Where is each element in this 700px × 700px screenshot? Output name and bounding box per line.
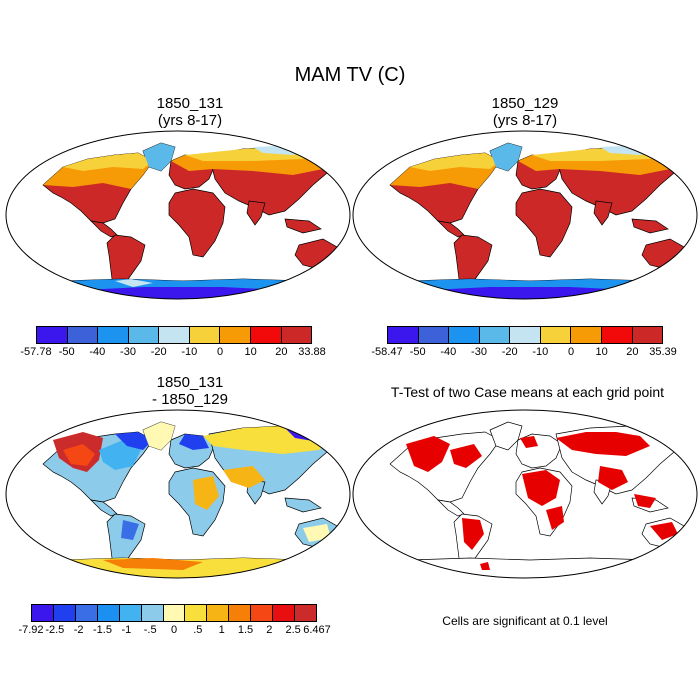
cb3-swatch [185,605,208,621]
cb1-tick-label: 10 [244,346,257,358]
cb1-tick-label: 20 [275,346,288,358]
cb3-tick-label: 6.467 [303,624,331,636]
cb2-tick-label: 35.39 [649,346,677,358]
map-panel-1 [5,130,351,300]
map-panel-3 [5,409,351,579]
cb2-tick-label: -40 [440,346,457,358]
cb3-swatch [141,605,164,621]
cb1-swatch [159,327,190,343]
panel-3-title-line2: - 1850_129 [152,391,228,408]
cb2-tick-label: -10 [532,346,549,358]
panel-title-2: 1850_129 (yrs 8-17) [360,95,690,129]
cb3-tick-label: .5 [193,624,203,636]
cb3-swatch [119,605,142,621]
cb2-tick-label: 0 [567,346,575,358]
cb2-swatch [571,327,602,343]
colorbar-1-labels: -57.78 -50 -40 -30 -20 -10 0 10 20 33.88 [20,346,325,360]
panel-2-title-line1: 1850_129 [491,95,559,112]
cb2-tick-label: -50 [409,346,426,358]
figure-title: MAM TV (C) [294,64,406,86]
panel-title-1: 1850_131 (yrs 8-17) [25,95,355,129]
cb1-tick-label: -57.78 [20,346,52,358]
panel-1-title-line1: 1850_131 [156,95,224,112]
cb3-tick-label: -1 [121,624,132,636]
panel-2-title-line2: (yrs 8-17) [492,112,558,129]
cb3-tick-label: -.5 [143,624,157,636]
panel-1-title-line2: (yrs 8-17) [157,112,223,129]
panel-title-3: 1850_131 - 1850_129 [25,374,355,408]
map-panel-2 [352,130,698,300]
cb3-swatch [207,605,230,621]
cb3-tick-label: 1 [218,624,225,636]
cb2-tick-label: -58.47 [371,346,403,358]
colorbar-panel-2 [387,326,663,344]
colorbar-2-labels: -58.47 -50 -40 -30 -20 -10 0 10 20 35.39 [371,346,676,360]
cb3-swatch [295,605,316,621]
cb2-swatch [540,327,572,343]
panel-title-4: T-Test of two Case means at each grid po… [355,384,700,401]
significance-note: Cells are significant at 0.1 level [442,614,608,628]
cb2-swatch [601,327,633,343]
cb1-tick-label: 33.88 [298,346,326,358]
cb3-swatch [163,605,186,621]
cb1-tick-label: -40 [89,346,106,358]
cb3-tick-label: 0 [170,624,178,636]
cb2-swatch [632,327,663,343]
cb3-tick-label: -2 [73,624,84,636]
cb2-swatch [449,327,480,343]
cb2-tick-label: 20 [626,346,639,358]
cb3-swatch [273,605,296,621]
cb1-swatch [220,327,251,343]
cb3-swatch [229,605,252,621]
cb3-tick-label: -2.5 [45,624,65,636]
cb3-swatch [75,605,98,621]
cb2-tick-label: -30 [471,346,487,358]
colorbar-panel-3 [31,604,317,622]
cb2-swatch [479,327,511,343]
panel-3-title-line1: 1850_131 [156,374,224,391]
cb3-tick-label: 2 [266,624,273,636]
cb1-tick-label: 0 [216,346,224,358]
cb3-tick-label: 1.5 [237,624,254,636]
cb1-swatch [250,327,282,343]
cb1-swatch [37,327,68,343]
colorbar-3-labels: -7.92 -2.5 -2 -1.5 -1 -.5 0 .5 1 1.5 2 2.5 6.467 [18,624,330,638]
cb3-swatch [251,605,274,621]
cb1-swatch [128,327,160,343]
cb2-swatch [418,327,450,343]
cb1-swatch [67,327,99,343]
cb2-tick-label: -20 [501,346,518,358]
cb1-tick-label: -50 [58,346,75,358]
cb1-tick-label: -30 [120,346,136,358]
cb3-tick-label: -1.5 [93,624,112,636]
cb1-swatch [281,327,312,343]
cb1-tick-label: -10 [181,346,198,358]
cb3-tick-label: -7.92 [18,624,44,636]
map-panel-4 [352,409,698,579]
cb3-tick-label: 2.5 [285,624,301,636]
colorbar-panel-1 [36,326,312,344]
cb1-swatch [98,327,129,343]
cb1-tick-label: -20 [150,346,167,358]
cb2-swatch [510,327,541,343]
cb3-swatch [53,605,76,621]
cb1-swatch [189,327,221,343]
cb2-tick-label: 10 [595,346,608,358]
cb3-swatch [32,605,54,621]
panel-4-title-line1: T-Test of two Case means at each grid po… [390,384,665,400]
cb3-swatch [97,605,120,621]
significant-cells [406,432,678,570]
cb2-swatch [388,327,419,343]
